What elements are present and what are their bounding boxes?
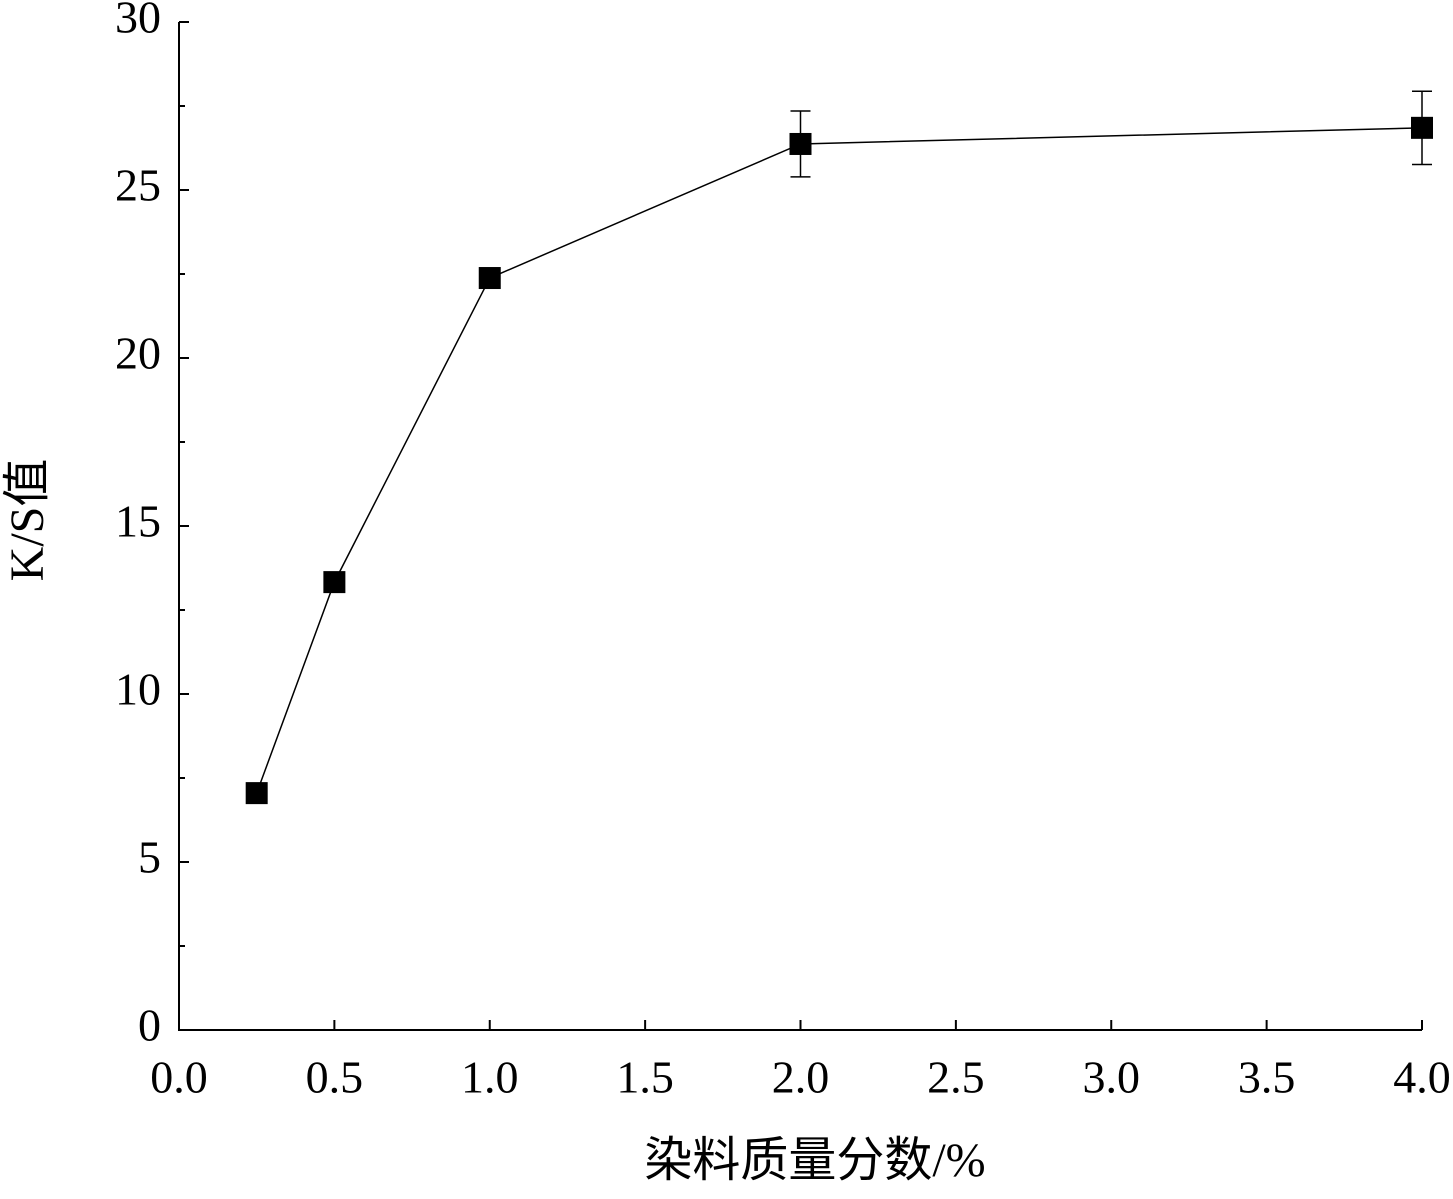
y-tick-label: 10	[115, 664, 161, 715]
x-tick-label: 2.5	[927, 1052, 985, 1103]
x-tick-label: 0.5	[306, 1052, 364, 1103]
y-tick-label: 20	[115, 328, 161, 379]
marker	[478, 267, 501, 290]
y-axis-label: K/S值	[1, 459, 54, 582]
y-tick-label: 0	[138, 1000, 161, 1051]
marker	[789, 132, 812, 155]
x-tick-label: 3.5	[1238, 1052, 1296, 1103]
x-tick-label: 4.0	[1393, 1052, 1451, 1103]
y-tick-label: 5	[138, 832, 161, 883]
x-tick-label: 2.0	[772, 1052, 830, 1103]
x-tick-label: 3.0	[1083, 1052, 1141, 1103]
x-tick-label: 0.0	[150, 1052, 208, 1103]
y-tick-label: 15	[115, 496, 161, 547]
y-tick-label: 25	[115, 160, 161, 211]
x-axis-label: 染料质量分数/%	[644, 1134, 985, 1187]
x-tick-label: 1.0	[461, 1052, 519, 1103]
marker	[245, 782, 268, 805]
x-tick-label: 1.5	[616, 1052, 674, 1103]
y-tick-label: 30	[115, 0, 161, 43]
marker	[323, 571, 346, 594]
marker	[1411, 116, 1433, 139]
line	[255, 127, 1423, 794]
